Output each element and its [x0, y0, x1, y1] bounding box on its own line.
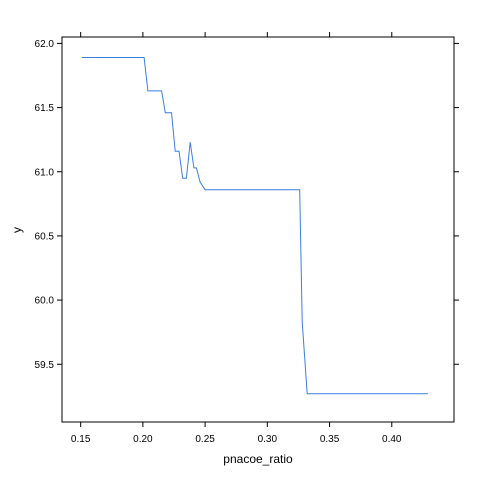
x-axis-title: pnacoe_ratio: [223, 452, 293, 466]
y-axis-title: y: [10, 227, 24, 233]
x-tick-label: 0.20: [133, 434, 153, 445]
plot-panel-border: [62, 37, 454, 422]
x-tick-label: 0.30: [258, 434, 278, 445]
x-tick-label: 0.35: [320, 434, 340, 445]
x-tick-label: 0.40: [382, 434, 402, 445]
y-tick-label: 59.5: [35, 360, 55, 371]
series-line: [82, 58, 428, 394]
y-tick-label: 60.0: [35, 296, 55, 307]
y-tick-label: 61.0: [35, 167, 55, 178]
x-tick-label: 0.15: [71, 434, 91, 445]
y-axis: 59.5 60.0 60.5 61.0 61.5 62.0: [35, 39, 459, 371]
y-tick-label: 62.0: [35, 39, 55, 50]
y-tick-label: 61.5: [35, 103, 55, 114]
x-axis: 0.15 0.20 0.25 0.30 0.35 0.40: [71, 32, 402, 445]
x-tick-label: 0.25: [195, 434, 215, 445]
y-tick-label: 60.5: [35, 231, 55, 242]
